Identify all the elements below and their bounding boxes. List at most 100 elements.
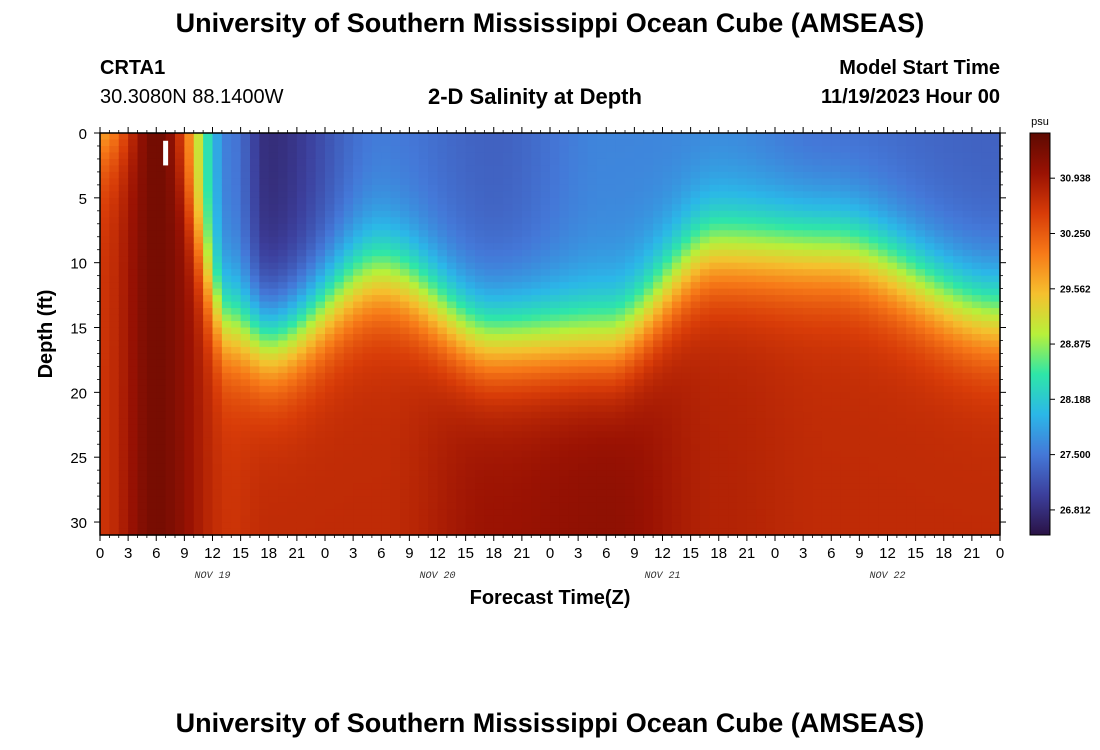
heatmap-cell bbox=[156, 470, 167, 478]
heatmap-cell bbox=[765, 145, 776, 154]
heatmap-cell bbox=[259, 372, 270, 380]
heatmap-cell bbox=[671, 424, 682, 432]
heatmap-cell bbox=[671, 483, 682, 491]
heatmap-cell bbox=[840, 275, 851, 283]
heatmap-cell bbox=[493, 249, 504, 257]
heatmap-cell bbox=[784, 152, 795, 160]
heatmap-cell bbox=[784, 502, 795, 510]
heatmap-cell bbox=[212, 145, 223, 154]
heatmap-cell bbox=[268, 476, 279, 484]
heatmap-cell bbox=[128, 171, 139, 179]
heatmap-cell bbox=[353, 184, 364, 192]
heatmap-cell bbox=[718, 197, 729, 205]
heatmap-cell bbox=[165, 191, 176, 199]
heatmap-cell bbox=[296, 528, 307, 536]
heatmap-cell bbox=[278, 522, 289, 530]
heatmap-cell bbox=[456, 392, 467, 400]
heatmap-cell bbox=[250, 217, 260, 225]
heatmap-cell bbox=[221, 528, 232, 536]
heatmap-cell bbox=[137, 366, 148, 374]
heatmap-cell bbox=[343, 321, 354, 329]
heatmap-cell bbox=[493, 184, 504, 192]
heatmap-cell bbox=[381, 385, 392, 393]
heatmap-cell bbox=[718, 223, 729, 231]
heatmap-cell bbox=[643, 457, 654, 465]
heatmap-cell bbox=[371, 256, 382, 264]
heatmap-cell bbox=[418, 243, 429, 251]
heatmap-cell bbox=[643, 133, 654, 141]
heatmap-cell bbox=[437, 431, 448, 439]
heatmap-cell bbox=[559, 236, 570, 244]
heatmap-cell bbox=[193, 398, 204, 406]
heatmap-cell bbox=[353, 308, 364, 316]
heatmap-cell bbox=[756, 165, 767, 173]
heatmap-cell bbox=[850, 236, 860, 244]
heatmap-cell bbox=[578, 359, 589, 368]
heatmap-cell bbox=[634, 269, 645, 277]
heatmap-cell bbox=[381, 288, 392, 296]
heatmap-cell bbox=[278, 171, 289, 179]
heatmap-cell bbox=[550, 191, 560, 199]
heatmap-cell bbox=[615, 392, 626, 400]
heatmap-cell bbox=[362, 217, 373, 225]
heatmap-cell bbox=[625, 314, 635, 322]
heatmap-cell bbox=[728, 295, 739, 303]
heatmap-cell bbox=[400, 463, 410, 471]
heatmap-cell bbox=[334, 334, 345, 342]
heatmap-cell bbox=[118, 308, 129, 316]
heatmap-cell bbox=[296, 223, 307, 231]
heatmap-cell bbox=[306, 489, 317, 497]
heatmap-cell bbox=[550, 418, 560, 426]
heatmap-cell bbox=[653, 483, 664, 491]
heatmap-cell bbox=[409, 295, 420, 303]
heatmap-cell bbox=[325, 139, 335, 147]
heatmap-cell bbox=[475, 308, 485, 316]
heatmap-cell bbox=[250, 334, 260, 342]
heatmap-cell bbox=[156, 158, 167, 167]
heatmap-cell bbox=[446, 418, 457, 426]
heatmap-cell bbox=[184, 191, 195, 199]
heatmap-cell bbox=[643, 243, 654, 251]
heatmap-cell bbox=[550, 327, 560, 335]
heatmap-cell bbox=[812, 437, 823, 445]
heatmap-cell bbox=[550, 295, 560, 303]
heatmap-cell bbox=[175, 223, 185, 231]
heatmap-cell bbox=[165, 353, 176, 361]
heatmap-cell bbox=[287, 509, 298, 517]
heatmap-cell bbox=[531, 366, 542, 374]
heatmap-cell bbox=[503, 288, 514, 296]
heatmap-cell bbox=[550, 230, 560, 238]
heatmap-cell bbox=[521, 418, 532, 426]
heatmap-cell bbox=[559, 133, 570, 141]
heatmap-cell bbox=[203, 444, 214, 452]
heatmap-cell bbox=[831, 509, 842, 517]
heatmap-cell bbox=[371, 152, 382, 160]
heatmap-cell bbox=[559, 489, 570, 497]
heatmap-cell bbox=[203, 418, 214, 426]
heatmap-cell bbox=[821, 470, 832, 478]
heatmap-cell bbox=[418, 191, 429, 199]
heatmap-cell bbox=[531, 424, 542, 432]
heatmap-cell bbox=[540, 496, 551, 504]
heatmap-cell bbox=[231, 243, 242, 251]
heatmap-cell bbox=[296, 515, 307, 523]
heatmap-cell bbox=[578, 301, 589, 309]
heatmap-cell bbox=[568, 334, 579, 342]
heatmap-cell bbox=[821, 476, 832, 484]
heatmap-cell bbox=[821, 295, 832, 303]
heatmap-cell bbox=[428, 321, 439, 329]
heatmap-cell bbox=[568, 418, 579, 426]
heatmap-cell bbox=[531, 431, 542, 439]
heatmap-cell bbox=[343, 385, 354, 393]
heatmap-cell bbox=[681, 340, 692, 348]
heatmap-cell bbox=[756, 139, 767, 147]
heatmap-cell bbox=[315, 528, 326, 536]
heatmap-cell bbox=[315, 385, 326, 393]
heatmap-cell bbox=[118, 502, 129, 510]
heatmap-cell bbox=[671, 133, 682, 141]
heatmap-cell bbox=[371, 450, 382, 458]
heatmap-cell bbox=[803, 243, 814, 251]
heatmap-cell bbox=[259, 275, 270, 283]
heatmap-cell bbox=[137, 359, 148, 368]
heatmap-cell bbox=[746, 528, 757, 536]
